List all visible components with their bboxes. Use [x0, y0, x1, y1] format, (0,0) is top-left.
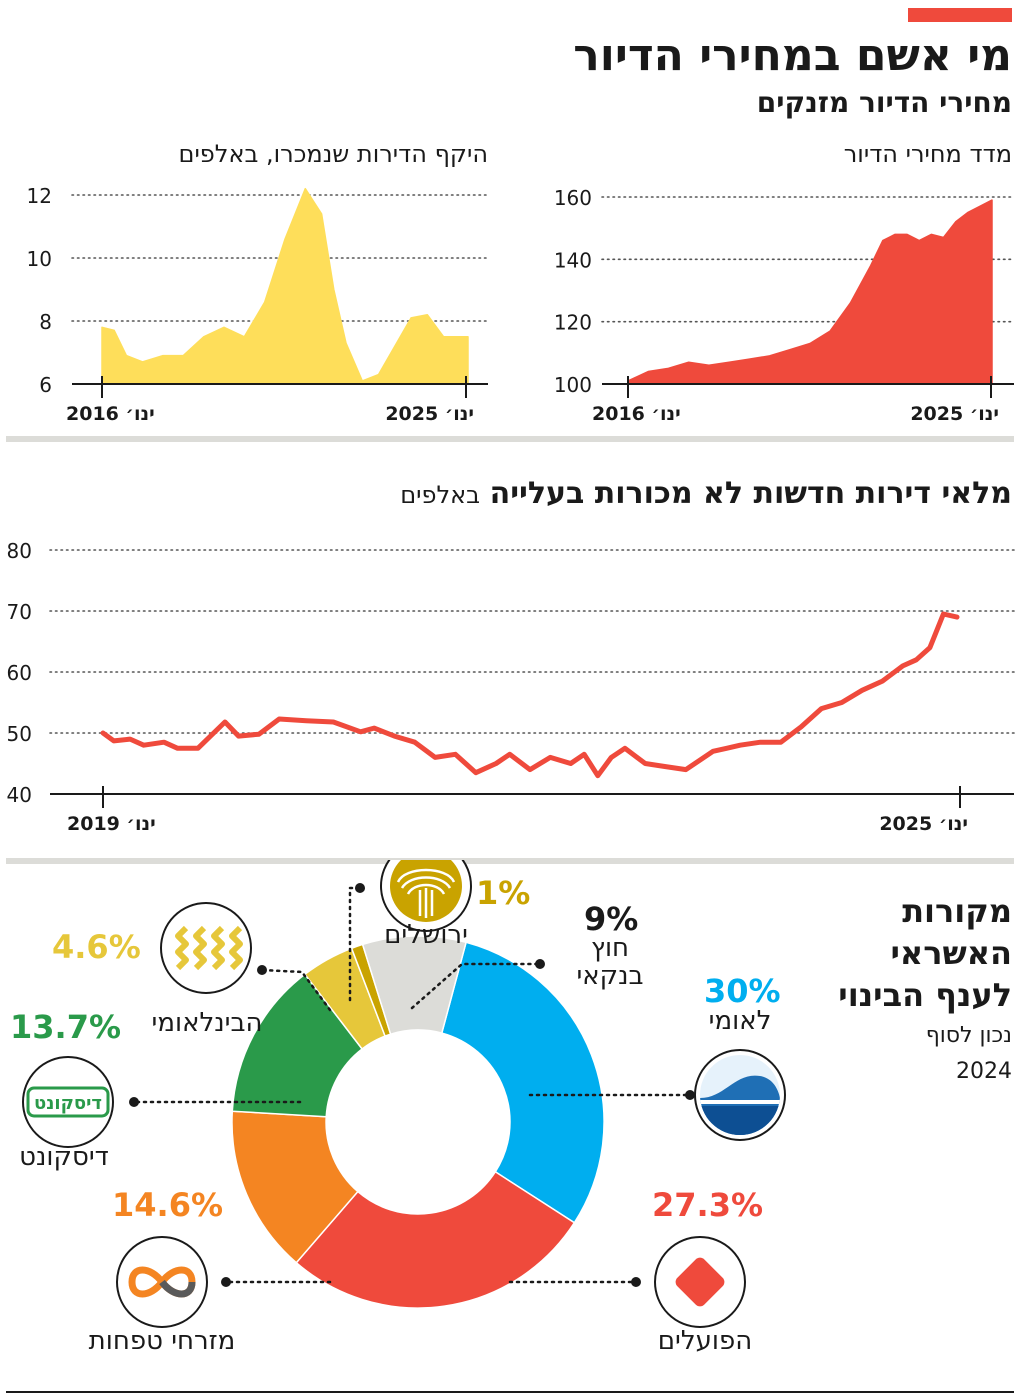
leader-dot-mizrahi	[221, 1277, 231, 1287]
y-tick-label: 160	[554, 186, 592, 210]
series-area	[101, 187, 469, 385]
inventory-title-main: מלאי דירות חדשות לא מכורות בעלייה	[489, 476, 1012, 511]
pct-jerusalem: 1%	[476, 874, 531, 912]
label-nonbank: חוץ בנקאי	[560, 934, 660, 990]
price-index-title: מדד מחירי הדיור	[843, 140, 1012, 168]
y-tick-label: 120	[554, 311, 592, 335]
credit-note-line: 2024	[956, 1059, 1012, 1084]
credit-donut-chart: דיסקונט	[22, 860, 786, 1328]
discount-logo: דיסקונט	[22, 1056, 114, 1148]
y-tick-label: 140	[554, 248, 592, 272]
pct-discount: 13.7%	[10, 1008, 122, 1046]
main-subtitle: מחירי הדיור מזנקים	[756, 86, 1012, 119]
apartments-sold-chart: 6 8 10 12 ינו׳ 2016 ינו׳ 2025	[27, 184, 489, 425]
apartments-sold-title: היקף הדירות שנמכרו, באלפים	[178, 140, 488, 168]
leumi-logo	[694, 1049, 786, 1141]
label-nonbank-line: חוץ	[590, 933, 630, 963]
mizrahi-logo	[116, 1236, 208, 1328]
credit-title-line: האשראי	[890, 934, 1012, 972]
bottom-rule	[6, 1391, 1014, 1393]
logo-ring	[160, 902, 252, 994]
jerusalem-logo	[380, 860, 472, 932]
x-end-label: ינו׳ 2025	[385, 403, 474, 425]
credit-title-line: מקורות	[902, 892, 1012, 930]
label-mizrahi: מזרחי טפחות	[88, 1326, 236, 1356]
pct-intl: 4.6%	[52, 928, 141, 966]
label-discount: דיסקונט	[19, 1142, 109, 1172]
y-tick-label: 10	[27, 247, 52, 271]
donut-slice-1	[295, 1170, 576, 1309]
label-leumi: לאומי	[708, 1006, 772, 1036]
y-tick-label: 70	[7, 600, 32, 624]
leader-dots	[129, 883, 695, 1287]
x-start-label: ינו׳ 2019	[67, 813, 156, 835]
leader-dot-nonbank	[535, 959, 545, 969]
inventory-title: מלאי דירות חדשות לא מכורות בעלייה באלפים	[400, 476, 1012, 511]
x-start-label: ינו׳ 2016	[592, 403, 681, 425]
donut-slice-0	[440, 941, 605, 1224]
x-start-label: ינו׳ 2016	[66, 403, 155, 425]
jerusalem-arches	[396, 868, 456, 918]
series-line	[100, 611, 960, 779]
discount-badge	[26, 1086, 110, 1118]
credit-note: נכון לסוף 2024	[842, 1018, 1012, 1090]
y-tick-label: 60	[7, 661, 32, 685]
pct-leumi: 30%	[704, 972, 781, 1010]
y-tick-label: 100	[554, 373, 592, 397]
mizrahi-infinity-dark	[159, 1279, 196, 1298]
credit-title-line: לענף הבינוי	[838, 976, 1012, 1014]
price-index-chart: 100 120 140 160 ינו׳ 2016 ינו׳ 2025	[554, 186, 1015, 425]
main-title: מי אשם במחירי הדיור	[573, 30, 1012, 81]
leader-line-nonbank	[410, 962, 542, 1010]
y-tick-label: 12	[27, 184, 52, 208]
y-tick-label: 50	[7, 722, 32, 746]
pct-nonbank: 9%	[584, 900, 639, 938]
x-end-label: ינו׳ 2025	[910, 403, 999, 425]
leader-dot-discount	[129, 1097, 139, 1107]
donut-slice-6	[361, 935, 468, 1036]
intl-chevrons	[175, 925, 243, 971]
discount-logo-text: דיסקונט	[34, 1093, 102, 1114]
top-accent-bar	[908, 8, 1012, 22]
x-end-label: ינו׳ 2025	[879, 813, 968, 835]
section-divider	[6, 436, 1014, 442]
y-tick-label: 80	[7, 539, 32, 563]
label-jerusalem: ירושלים	[384, 920, 468, 950]
leader-dot-jerusalem	[355, 883, 365, 893]
leumi-base	[700, 1106, 780, 1135]
leader-dot-leumi	[685, 1090, 695, 1100]
credit-note-line: נכון לסוף	[925, 1023, 1012, 1048]
credit-title: מקורות האשראי לענף הבינוי	[838, 890, 1012, 1016]
leader-dot-intl	[257, 965, 267, 975]
intl-logo	[160, 902, 252, 994]
hapoalim-diamond	[675, 1257, 725, 1307]
y-tick-label: 40	[7, 783, 32, 807]
y-tick-label: 8	[39, 310, 52, 334]
y-tick-label: 6	[39, 373, 52, 397]
series-area	[627, 199, 993, 385]
section-divider	[6, 858, 1014, 864]
leumi-stripe	[700, 1100, 780, 1104]
inventory-title-unit: באלפים	[400, 481, 481, 509]
unsold-inventory-chart: 40 50 60 70 80 ינו׳ 2019 ינו׳ 2025	[7, 539, 1015, 835]
label-nonbank-line: בנקאי	[576, 961, 644, 991]
pct-mizrahi: 14.6%	[112, 1186, 224, 1224]
leader-line-intl	[260, 968, 332, 1012]
label-intl: הבינלאומי	[151, 1008, 263, 1038]
hapoalim-logo	[654, 1236, 746, 1328]
leader-dot-hapoalim	[631, 1277, 641, 1287]
pct-hapoalim: 27.3%	[652, 1186, 764, 1224]
label-hapoalim: הפועלים	[657, 1326, 753, 1356]
